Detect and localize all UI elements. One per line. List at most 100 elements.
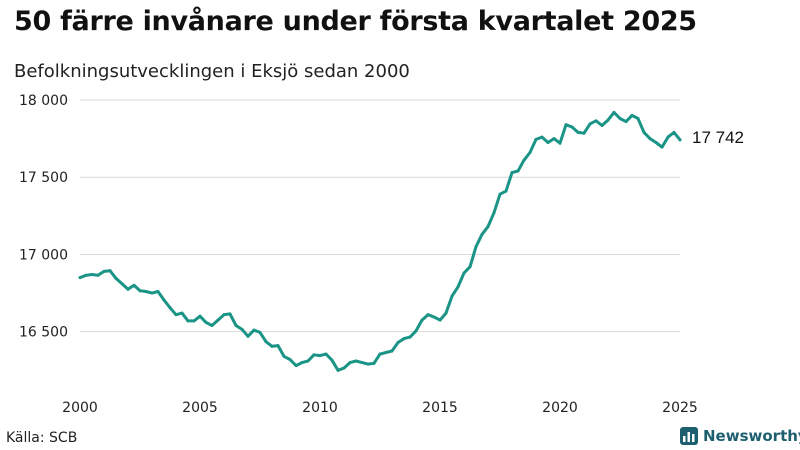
data-point <box>126 287 130 291</box>
data-point <box>264 340 268 344</box>
data-point <box>414 329 418 333</box>
data-point <box>120 282 124 286</box>
data-point <box>660 145 664 149</box>
data-point <box>582 131 586 135</box>
data-point <box>666 135 670 139</box>
y-tick-label: 16 500 <box>19 325 68 341</box>
data-point <box>396 340 400 344</box>
data-point <box>258 330 262 334</box>
data-point <box>312 353 316 357</box>
data-point <box>222 313 226 317</box>
data-point <box>192 319 196 323</box>
data-point <box>546 140 550 144</box>
data-point <box>474 245 478 249</box>
data-point <box>90 273 94 277</box>
data-point <box>348 361 352 365</box>
data-point <box>486 225 490 229</box>
data-point <box>282 354 286 358</box>
data-point <box>180 311 184 315</box>
chart-title: 50 färre invånare under första kvartalet… <box>14 6 697 37</box>
data-point <box>150 291 154 295</box>
data-point <box>276 344 280 348</box>
data-point <box>204 320 208 324</box>
data-point <box>342 366 346 370</box>
data-point <box>114 276 118 280</box>
end-value-label: 17 742 <box>692 128 744 147</box>
data-point <box>198 314 202 318</box>
data-point <box>642 130 646 134</box>
data-point <box>210 323 214 327</box>
data-point <box>84 273 88 277</box>
x-tick-label: 2020 <box>542 400 578 416</box>
x-tick-label: 2015 <box>422 400 458 416</box>
data-point <box>78 276 82 280</box>
data-point <box>552 137 556 141</box>
data-point <box>324 352 328 356</box>
newsworthy-logo: Newsworthy <box>680 427 800 445</box>
data-point <box>330 358 334 362</box>
x-tick-label: 2005 <box>182 400 218 416</box>
data-point <box>450 294 454 298</box>
data-point <box>504 189 508 193</box>
data-point <box>432 315 436 319</box>
source-note: Källa: SCB <box>6 430 78 446</box>
data-point <box>462 271 466 275</box>
data-point <box>576 130 580 134</box>
data-point <box>270 344 274 348</box>
data-point <box>366 362 370 366</box>
data-point <box>558 141 562 145</box>
data-point <box>612 110 616 114</box>
data-point <box>132 283 136 287</box>
data-point <box>456 285 460 289</box>
data-point <box>186 319 190 323</box>
x-tick-label: 2000 <box>62 400 98 416</box>
data-point <box>600 123 604 127</box>
data-point <box>426 313 430 317</box>
data-point <box>654 140 658 144</box>
data-point <box>216 318 220 322</box>
data-point <box>672 130 676 134</box>
x-tick-label: 2010 <box>302 400 338 416</box>
y-tick-label: 17 000 <box>19 247 68 263</box>
data-point <box>372 361 376 365</box>
data-point <box>522 158 526 162</box>
data-point <box>360 361 364 365</box>
gridlines <box>80 99 680 333</box>
data-point <box>108 269 112 273</box>
data-point <box>624 120 628 124</box>
data-point <box>408 335 412 339</box>
data-point <box>570 125 574 129</box>
data-point <box>540 135 544 139</box>
data-point <box>318 354 322 358</box>
data-point <box>354 359 358 363</box>
data-point <box>528 151 532 155</box>
data-point <box>294 364 298 368</box>
data-point <box>174 313 178 317</box>
data-point <box>564 123 568 127</box>
data-point <box>162 298 166 302</box>
data-point <box>468 265 472 269</box>
data-point <box>588 122 592 126</box>
data-point <box>444 311 448 315</box>
data-point <box>288 357 292 361</box>
data-point <box>636 117 640 121</box>
data-point <box>228 312 232 316</box>
data-point <box>96 273 100 277</box>
data-point <box>492 211 496 215</box>
data-point <box>534 137 538 141</box>
data-point <box>630 113 634 117</box>
x-axis-ticks: 2000 2005 2010 2015 2020 2025 <box>62 400 698 416</box>
data-point <box>516 169 520 173</box>
data-point <box>402 337 406 341</box>
data-point <box>606 118 610 122</box>
data-point <box>252 328 256 332</box>
data-point <box>384 351 388 355</box>
chart-subtitle: Befolkningsutvecklingen i Eksjö sedan 20… <box>14 61 410 82</box>
y-tick-label: 18 000 <box>19 93 68 109</box>
data-point <box>234 323 238 327</box>
y-tick-label: 17 500 <box>19 170 68 186</box>
brand-name: Newsworthy <box>703 427 800 445</box>
data-point <box>480 232 484 236</box>
data-point <box>144 290 148 294</box>
